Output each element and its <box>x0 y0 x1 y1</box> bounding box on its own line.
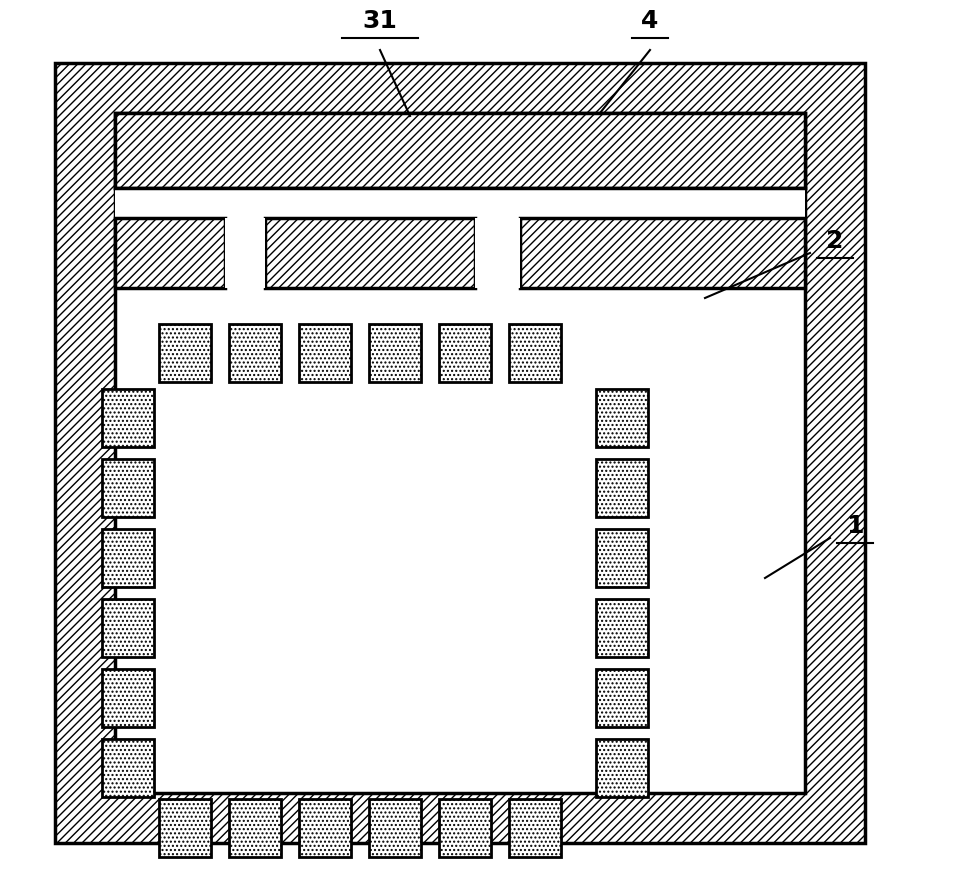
Bar <box>299 799 351 857</box>
Bar <box>115 113 805 188</box>
Bar <box>439 324 491 382</box>
Bar <box>115 218 225 288</box>
Bar <box>596 389 648 447</box>
Bar <box>439 799 491 857</box>
Bar <box>229 324 281 382</box>
Bar <box>102 599 154 657</box>
Bar <box>520 218 805 288</box>
Bar <box>159 324 211 382</box>
Bar <box>299 324 351 382</box>
Text: 31: 31 <box>363 9 398 33</box>
Bar <box>596 739 648 797</box>
Text: 2: 2 <box>827 229 844 253</box>
Bar <box>596 459 648 517</box>
Bar <box>475 218 520 288</box>
Bar <box>115 188 805 248</box>
Text: 1: 1 <box>846 514 863 538</box>
Bar <box>102 529 154 587</box>
Bar <box>596 669 648 727</box>
Bar <box>509 324 561 382</box>
Bar <box>55 63 865 843</box>
Bar <box>509 799 561 857</box>
Bar <box>102 389 154 447</box>
Bar <box>596 599 648 657</box>
Bar <box>115 113 805 793</box>
Bar <box>596 529 648 587</box>
Bar <box>229 799 281 857</box>
Bar <box>369 324 421 382</box>
Bar <box>225 218 265 288</box>
Bar <box>102 459 154 517</box>
Bar <box>265 218 475 288</box>
Bar <box>102 739 154 797</box>
Text: 4: 4 <box>642 9 658 33</box>
Bar <box>102 669 154 727</box>
Bar <box>369 799 421 857</box>
Bar <box>159 799 211 857</box>
